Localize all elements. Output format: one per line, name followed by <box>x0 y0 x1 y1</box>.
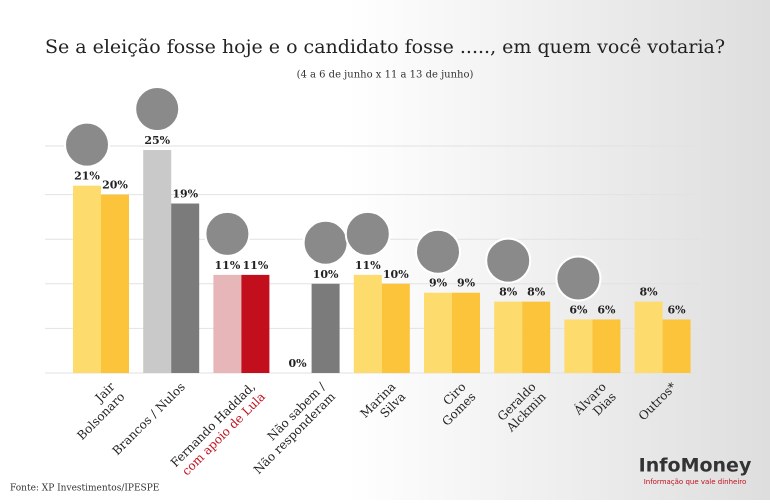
brand: InfoMoney <box>639 455 752 477</box>
chart-subtitle: (4 a 6 de junho x 11 a 13 de junho) <box>297 70 474 81</box>
value-label: 10% <box>383 268 409 281</box>
bar <box>171 203 200 373</box>
value-label: 21% <box>74 170 100 183</box>
bar <box>311 283 340 373</box>
candidate-photo <box>344 210 391 257</box>
value-label: 8% <box>527 286 546 299</box>
bar <box>522 301 551 373</box>
brand-tagline: Informação que vale dinheiro <box>644 478 747 486</box>
bar <box>73 185 101 373</box>
bar <box>662 319 691 373</box>
bar <box>381 283 410 373</box>
bar <box>143 150 172 373</box>
source: Fonte: XP Investimentos/IPESPE <box>10 484 159 494</box>
bar <box>452 292 480 373</box>
value-label: 25% <box>144 134 170 147</box>
candidate-photo <box>302 219 349 266</box>
value-label: 6% <box>668 303 687 316</box>
value-label: 11% <box>355 259 381 272</box>
value-label: 8% <box>640 286 659 299</box>
candidate-photo <box>555 255 602 302</box>
value-label: 11% <box>243 259 269 272</box>
value-label: 19% <box>172 188 198 201</box>
candidate-photo <box>64 121 110 168</box>
bar <box>241 274 270 373</box>
bar <box>213 274 242 373</box>
bar <box>564 319 593 373</box>
value-label: 6% <box>569 303 588 316</box>
candidate-photo <box>415 228 461 275</box>
value-label: 20% <box>102 179 128 192</box>
bar <box>101 194 129 373</box>
value-label: 0% <box>289 357 308 370</box>
bar <box>634 301 663 373</box>
value-label: 9% <box>457 277 476 290</box>
chart-title: Se a eleição fosse hoje e o candidato fo… <box>45 36 725 58</box>
value-label: 8% <box>499 286 518 299</box>
candidate-photo <box>134 86 181 132</box>
value-label: 9% <box>429 277 448 290</box>
value-label: 11% <box>215 259 241 272</box>
candidate-photo <box>204 210 251 257</box>
value-label: 10% <box>313 268 339 281</box>
value-label: 6% <box>597 303 616 316</box>
bar <box>424 292 452 373</box>
bar <box>494 301 523 373</box>
bar <box>353 274 382 373</box>
bar <box>592 319 621 373</box>
candidate-photo <box>485 237 532 284</box>
